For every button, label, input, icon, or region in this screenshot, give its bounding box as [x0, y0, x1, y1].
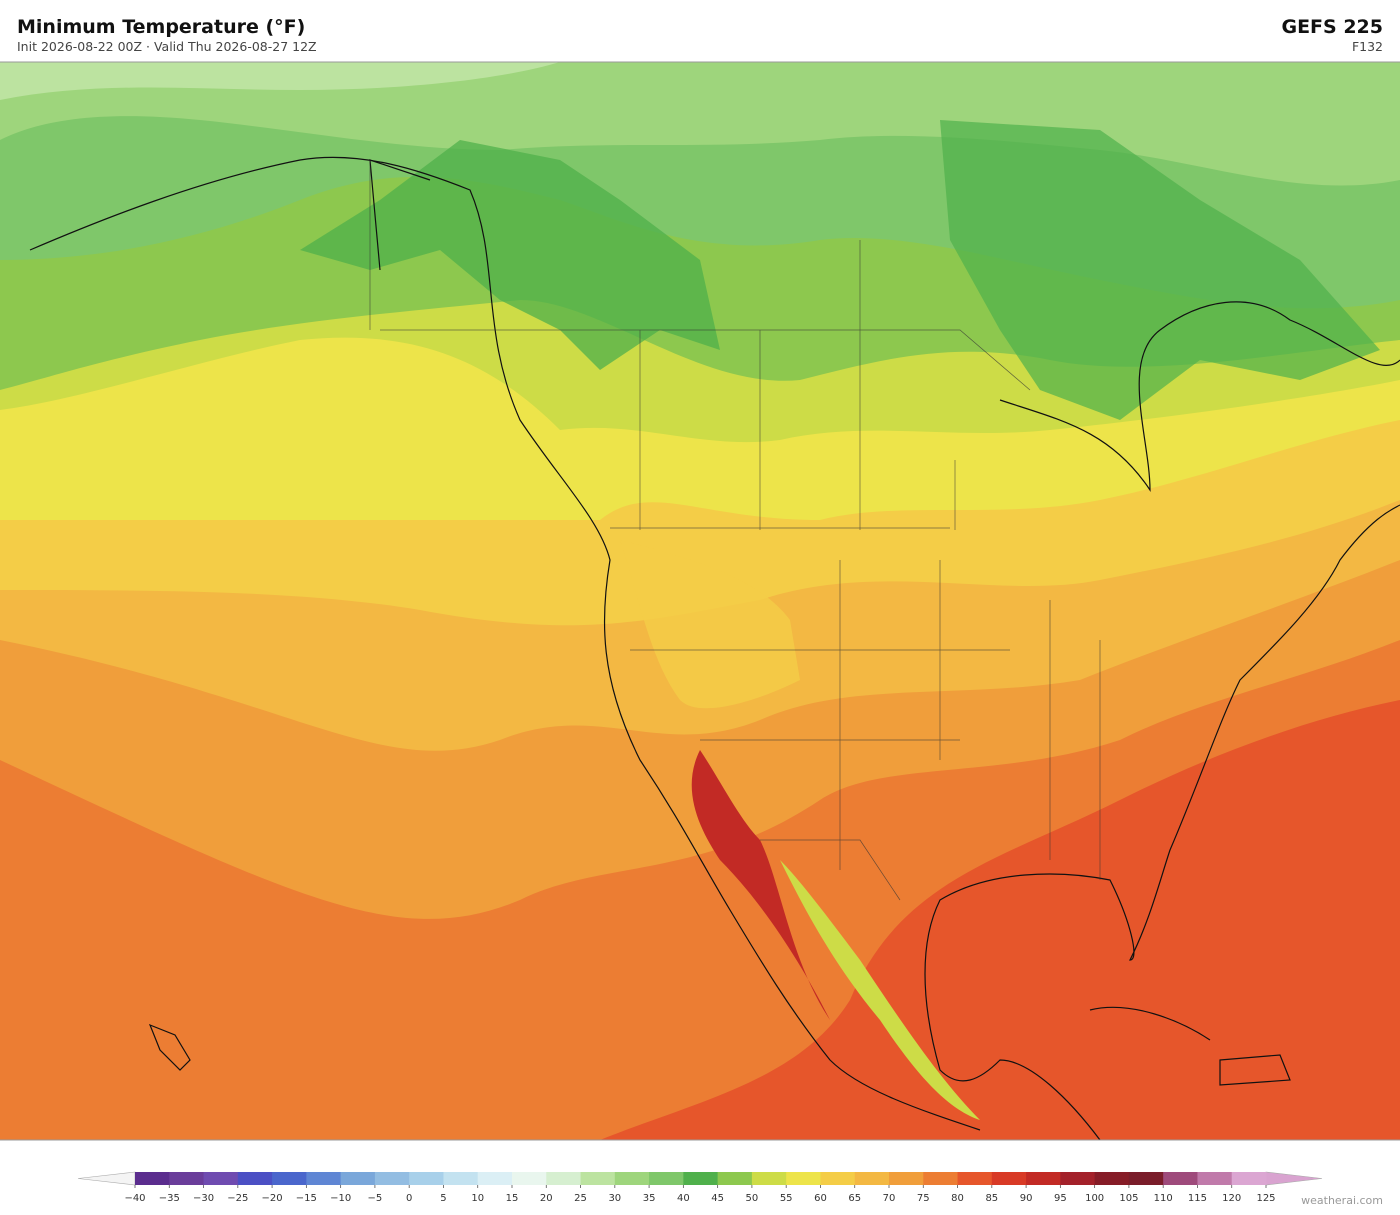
colorbar-swatch: [306, 1172, 342, 1185]
map-subtitle: Init 2026-08-22 00Z · Valid Thu 2026-08-…: [17, 39, 317, 54]
colorbar-tick-label: −40: [124, 1193, 145, 1204]
colorbar-tick-label: −5: [368, 1193, 383, 1204]
colorbar-swatch: [203, 1172, 239, 1185]
colorbar-over: [1265, 1171, 1323, 1186]
colorbar-tick-label: 50: [746, 1193, 759, 1204]
colorbar-swatch: [169, 1172, 205, 1185]
colorbar-tick-label: 5: [440, 1193, 446, 1204]
colorbar-tick-label: 85: [985, 1193, 998, 1204]
colorbar-swatch: [443, 1172, 479, 1185]
colorbar-tick-label: −20: [262, 1193, 283, 1204]
colorbar-swatch: [135, 1172, 170, 1185]
colorbar-swatch: [751, 1172, 787, 1185]
colorbar-swatch: [340, 1172, 376, 1185]
colorbar-tick-label: 120: [1222, 1193, 1241, 1204]
colorbar-tick-label: 65: [848, 1193, 861, 1204]
colorbar-tick-label: 55: [780, 1193, 793, 1204]
colorbar-swatch: [614, 1172, 650, 1185]
colorbar-swatch: [1197, 1172, 1233, 1185]
colorbar-tick-label: 40: [677, 1193, 690, 1204]
colorbar-swatch: [1094, 1172, 1130, 1185]
colorbar-tick-label: 60: [814, 1193, 827, 1204]
colorbar-under: [77, 1171, 136, 1186]
forecast-hour: F132: [1351, 39, 1383, 54]
colorbar-swatch: [409, 1172, 444, 1185]
colorbar-swatch: [786, 1172, 821, 1185]
colorbar-swatch: [683, 1172, 719, 1185]
colorbar-swatch: [237, 1172, 273, 1185]
colorbar-tick-label: −35: [159, 1193, 180, 1204]
colorbar-tick-label: 30: [608, 1193, 621, 1204]
colorbar-tick-label: −10: [330, 1193, 351, 1204]
colorbar-swatch: [546, 1172, 582, 1185]
colorbar-swatch: [1026, 1172, 1061, 1185]
colorbar-tick-label: 70: [883, 1193, 896, 1204]
colorbar-tick-label: −25: [227, 1193, 248, 1204]
colorbar-swatch: [717, 1172, 753, 1185]
map-title: Minimum Temperature (°F): [17, 16, 306, 38]
colorbar: −40 −35 −30 −25 −20 −15 −10 −5 0 5 10 15 20 25 30 35 40 4…: [77, 1171, 1323, 1204]
colorbar-swatch: [1128, 1172, 1164, 1185]
colorbar-tick-label: −15: [296, 1193, 317, 1204]
colorbar-swatch: [1231, 1172, 1267, 1185]
colorbar-tick-label: 125: [1256, 1193, 1275, 1204]
colorbar-tick-label: 75: [917, 1193, 930, 1204]
colorbar-swatch: [991, 1172, 1027, 1185]
colorbar-tick-label: 105: [1119, 1193, 1138, 1204]
colorbar-tick-label: 0: [406, 1193, 412, 1204]
colorbar-tick-label: 20: [540, 1193, 553, 1204]
colorbar-swatch: [512, 1172, 547, 1185]
map: [0, 61, 1400, 1141]
colorbar-swatch: [374, 1172, 410, 1185]
colorbar-swatch: [477, 1172, 513, 1185]
model-label: GEFS 225: [1281, 16, 1383, 38]
colorbar-swatch: [889, 1172, 924, 1185]
colorbar-tick-label: 95: [1054, 1193, 1067, 1204]
colorbar-swatch: [580, 1172, 616, 1185]
colorbar-tick-label: 45: [711, 1193, 724, 1204]
colorbar-tick-label: 35: [643, 1193, 656, 1204]
colorbar-tick-label: 15: [506, 1193, 519, 1204]
colorbar-swatch: [957, 1172, 993, 1185]
colorbar-tick-label: −30: [193, 1193, 214, 1204]
watermark: weatherai.com: [1301, 1194, 1383, 1207]
colorbar-tick-label: 90: [1020, 1193, 1033, 1204]
colorbar-tick-label: 25: [574, 1193, 587, 1204]
colorbar-tick-label: 10: [471, 1193, 484, 1204]
colorbar-swatch: [272, 1172, 307, 1185]
colorbar-tick-label: 110: [1154, 1193, 1173, 1204]
colorbar-swatch: [649, 1172, 684, 1185]
colorbar-swatch: [1163, 1172, 1198, 1185]
colorbar-swatch: [854, 1172, 890, 1185]
colorbar-swatch: [1060, 1172, 1096, 1185]
colorbar-tick-label: 80: [951, 1193, 964, 1204]
colorbar-tick-label: 115: [1188, 1193, 1207, 1204]
colorbar-tick-label: 100: [1085, 1193, 1104, 1204]
colorbar-swatch: [820, 1172, 856, 1185]
colorbar-swatch: [923, 1172, 959, 1185]
